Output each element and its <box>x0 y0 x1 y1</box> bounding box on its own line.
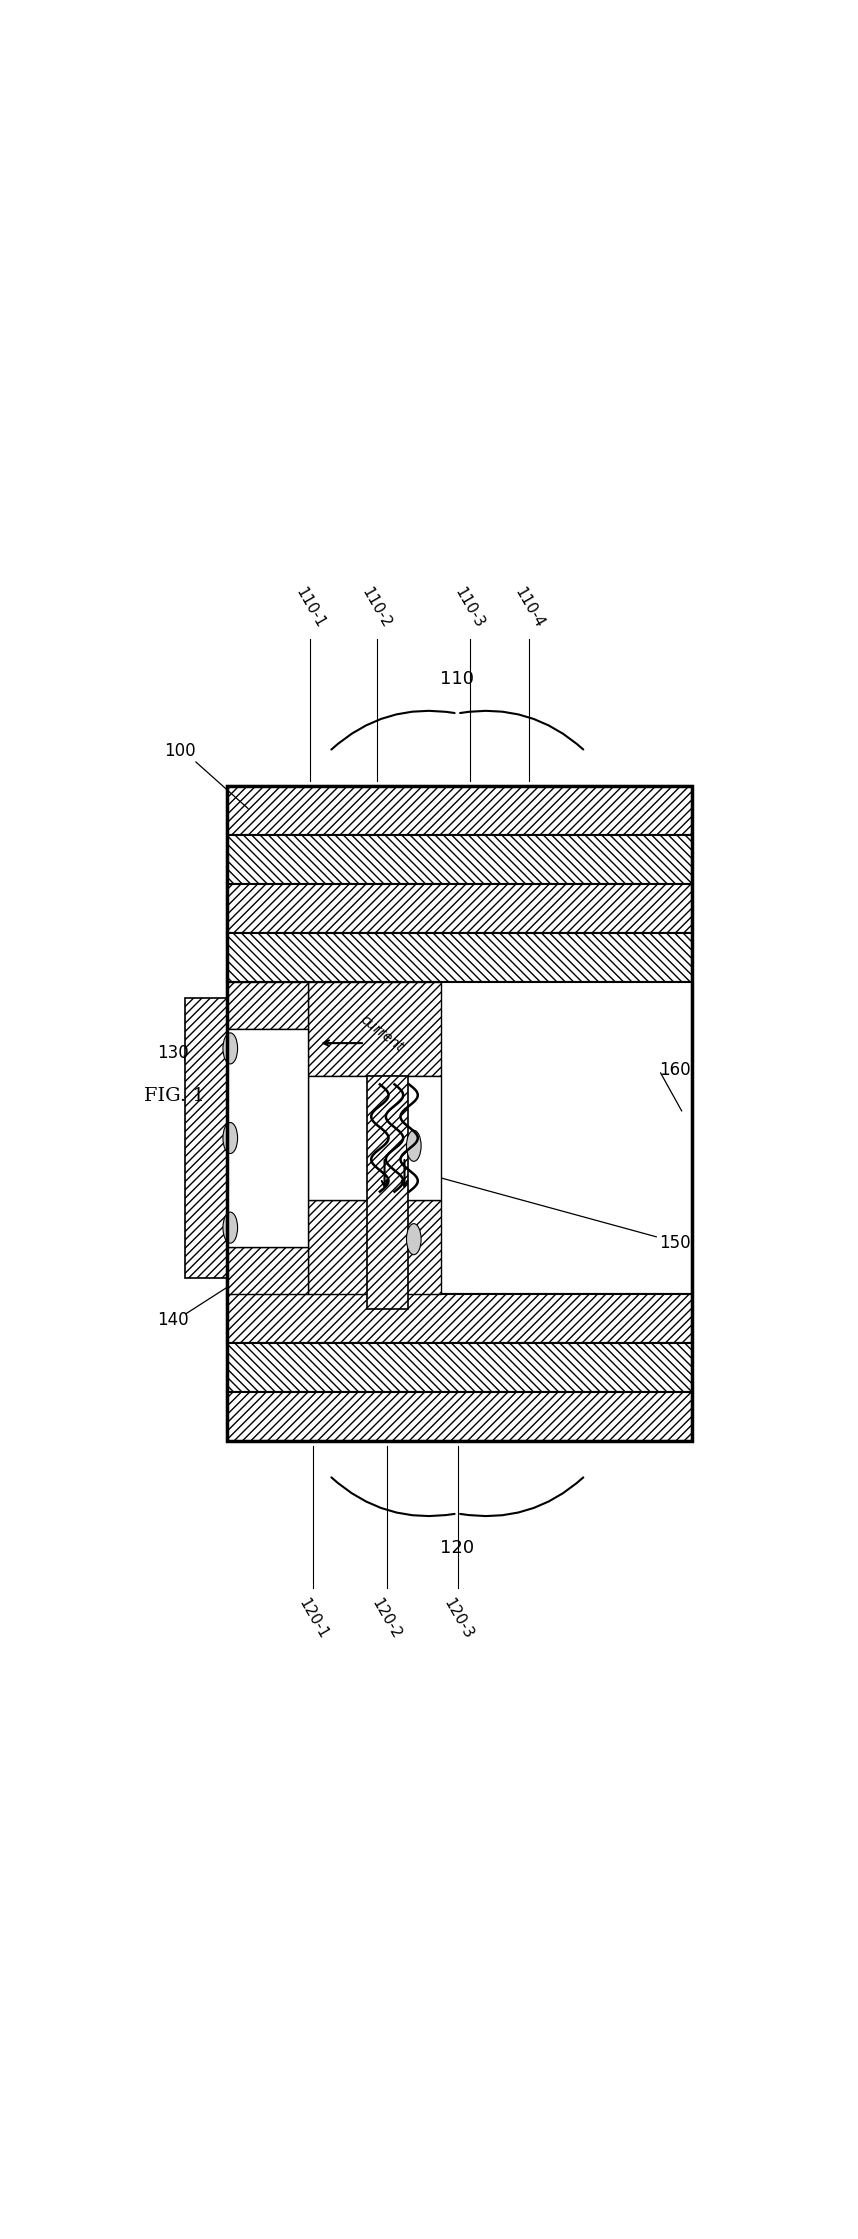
Bar <box>227 983 692 1294</box>
Ellipse shape <box>223 1211 238 1243</box>
Bar <box>227 786 692 835</box>
Ellipse shape <box>407 1225 421 1254</box>
Ellipse shape <box>223 1122 238 1153</box>
Text: FIG. 1: FIG. 1 <box>144 1088 204 1106</box>
Bar <box>308 983 441 1075</box>
Text: 110-2: 110-2 <box>359 584 394 631</box>
Text: 100: 100 <box>164 743 196 761</box>
Bar <box>308 1075 441 1200</box>
Bar <box>227 884 692 934</box>
Text: 110-1: 110-1 <box>293 584 328 631</box>
Text: 110-4: 110-4 <box>512 584 547 631</box>
Bar <box>227 934 692 983</box>
Bar <box>308 1200 441 1294</box>
Bar <box>227 1294 692 1343</box>
Text: 160: 160 <box>659 1061 691 1079</box>
Text: 150: 150 <box>659 1234 691 1252</box>
Text: 120-1: 120-1 <box>296 1596 331 1641</box>
Ellipse shape <box>407 1131 421 1162</box>
Text: 120-3: 120-3 <box>441 1596 476 1641</box>
Text: 140: 140 <box>157 1312 189 1330</box>
Text: 110-3: 110-3 <box>452 584 487 631</box>
Ellipse shape <box>223 1032 238 1064</box>
Bar <box>227 786 692 1442</box>
Text: 130: 130 <box>157 1043 189 1061</box>
Bar <box>227 1030 308 1247</box>
Text: 110: 110 <box>440 669 474 687</box>
Bar <box>227 1247 308 1294</box>
Bar <box>227 1343 692 1393</box>
Text: 120-2: 120-2 <box>369 1596 404 1641</box>
Bar <box>227 1393 692 1442</box>
Text: 120: 120 <box>440 1538 474 1558</box>
Bar <box>227 835 692 884</box>
Bar <box>227 983 308 1030</box>
Bar <box>366 1075 408 1310</box>
Text: current: current <box>357 1012 406 1055</box>
Bar <box>185 999 227 1278</box>
